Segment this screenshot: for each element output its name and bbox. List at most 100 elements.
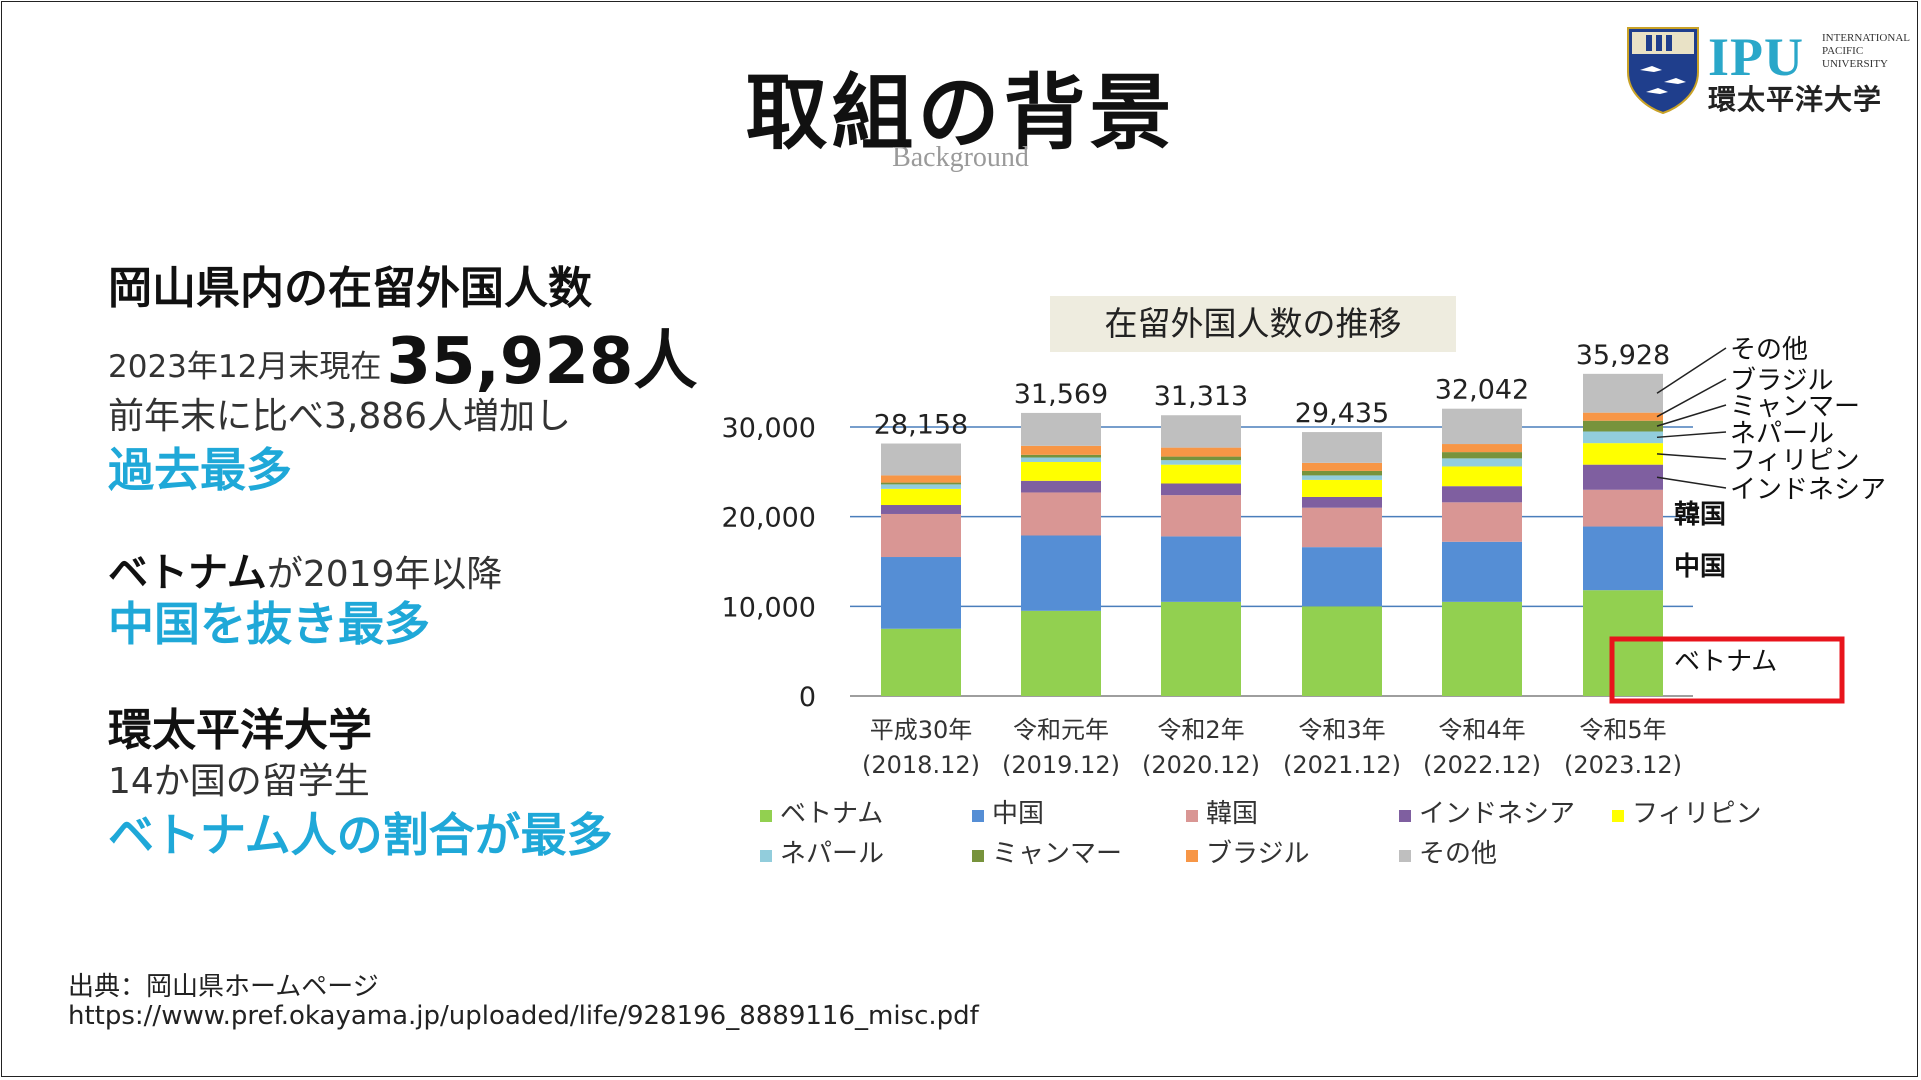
bar-segment: [881, 488, 961, 506]
bar-segment: [1442, 444, 1522, 453]
annotation-label: ネパール: [1730, 419, 1834, 449]
y-tick-label: 20,000: [722, 503, 816, 534]
bar-segment: [1442, 502, 1522, 542]
x-tick-label: 令和3年: [1298, 716, 1385, 744]
bar-segment: [1583, 412, 1663, 421]
annotation-leader: [1656, 453, 1727, 460]
legend-label: ネパール: [780, 839, 884, 869]
section1-highlight: 過去最多: [108, 443, 292, 497]
x-tick-sublabel: (2018.12): [862, 751, 980, 779]
legend-label: 韓国: [1206, 799, 1258, 829]
slide-subtitle: Background: [892, 142, 1029, 173]
chart-title: 在留外国人数の推移: [1104, 304, 1402, 343]
total-label: 29,435: [1295, 398, 1389, 429]
legend-swatch: [972, 810, 984, 822]
source-label: 出典：岡山県ホームページ: [68, 972, 379, 1002]
section1-total-line: 2023年12月末現在 35,928人: [108, 310, 697, 402]
total-label: 28,158: [874, 410, 968, 441]
bar-segment: [1021, 461, 1101, 481]
annotation-label: ミャンマー: [1730, 392, 1860, 422]
section2-rest: が2019年以降: [266, 554, 503, 595]
bar-segment: [881, 443, 961, 476]
section1-increase: 前年末に比べ3,886人増加し: [108, 396, 572, 437]
bar-segment: [1442, 408, 1522, 445]
bar-segment: [1442, 466, 1522, 487]
bar-segment: [1583, 431, 1663, 444]
logo-abbr: IPU: [1708, 27, 1804, 87]
bar-segment: [1021, 480, 1101, 493]
bar-segment: [881, 628, 961, 696]
bar-segment: [1161, 601, 1241, 696]
shield-icon: [1627, 27, 1699, 114]
bar-segment: [1442, 601, 1522, 696]
total-label: 31,313: [1154, 381, 1248, 412]
ipu-logo: IPU INTERNATIONAL PACIFIC UNIVERSITY 環太平…: [1626, 24, 1910, 116]
bar-segment: [1302, 462, 1382, 471]
bar-segment: [1583, 443, 1663, 465]
bar-segment: [1442, 541, 1522, 602]
bar-segment: [1442, 452, 1522, 459]
legend-swatch: [1612, 810, 1624, 822]
bar-segment: [1583, 373, 1663, 413]
highlight-box: [1609, 636, 1845, 704]
bar-segment: [1021, 445, 1101, 455]
source-url[interactable]: https://www.pref.okayama.jp/uploaded/lif…: [68, 1001, 979, 1031]
bar-segment: [1302, 432, 1382, 463]
bar-segment: [1161, 495, 1241, 537]
y-tick-label: 10,000: [722, 592, 816, 623]
bar-segment: [1302, 547, 1382, 607]
bar-segment: [1302, 606, 1382, 696]
legend-label: インドネシア: [1419, 799, 1575, 829]
section1-total: 35,928人: [386, 325, 698, 399]
legend-label: ブラジル: [1206, 839, 1309, 869]
section1-date: 2023年12月末現在: [108, 349, 382, 385]
bar-segment: [881, 475, 961, 483]
bar-segment: [1302, 475, 1382, 480]
bar-segment: [1583, 590, 1663, 696]
bar-segment: [1161, 415, 1241, 448]
bar-segment: [1583, 526, 1663, 591]
annotation-label: その他: [1730, 335, 1808, 365]
annotation-label: ブラジル: [1730, 366, 1833, 396]
legend-swatch: [1186, 810, 1198, 822]
logo-japanese: 環太平洋大学: [1708, 83, 1883, 116]
section3-highlight: ベトナム人の割合が最多: [108, 808, 613, 862]
bar-segment: [1021, 412, 1101, 446]
bar-segment: [1302, 507, 1382, 548]
legend-swatch: [1186, 850, 1198, 862]
legend-label: フィリピン: [1632, 799, 1761, 829]
x-tick-label: 令和元年: [1013, 716, 1109, 744]
x-tick-label: 令和5年: [1579, 716, 1666, 744]
section3-text: 14か国の留学生: [108, 761, 370, 802]
legend-label: ベトナム: [780, 799, 883, 829]
legend-label: 中国: [992, 799, 1044, 829]
slide-title: 取組の背景: [745, 65, 1176, 161]
bar-segment: [1302, 496, 1382, 508]
bar-segment: [881, 484, 961, 489]
logo-english: INTERNATIONAL PACIFIC UNIVERSITY: [1822, 32, 1910, 71]
legend-label: その他: [1419, 839, 1497, 869]
bar-segment: [1583, 489, 1663, 527]
logo-english-line2: PACIFIC: [1822, 45, 1864, 57]
bar-segment: [1161, 536, 1241, 602]
bar-segment: [1161, 456, 1241, 461]
bar-segment: [1161, 460, 1241, 465]
section3-heading: 環太平洋大学: [108, 705, 372, 756]
annotation-leader: [1656, 404, 1727, 427]
logo-english-line3: UNIVERSITY: [1822, 58, 1888, 70]
bar-segment: [1161, 464, 1241, 484]
legend-swatch: [972, 850, 984, 862]
annotation-leader: [1656, 476, 1727, 489]
section1-heading: 岡山県内の在留外国人数: [108, 263, 592, 314]
x-tick-label: 平成30年: [870, 716, 973, 744]
legend-swatch: [760, 850, 772, 862]
annotation-leader: [1656, 431, 1727, 439]
annotation-label: フィリピン: [1730, 446, 1859, 476]
annotation-leader: [1656, 378, 1727, 418]
bar-segment: [1161, 483, 1241, 496]
x-tick-sublabel: (2021.12): [1283, 751, 1401, 779]
section2-line: ベトナムが2019年以降: [108, 540, 502, 598]
bar-segment: [881, 557, 961, 629]
